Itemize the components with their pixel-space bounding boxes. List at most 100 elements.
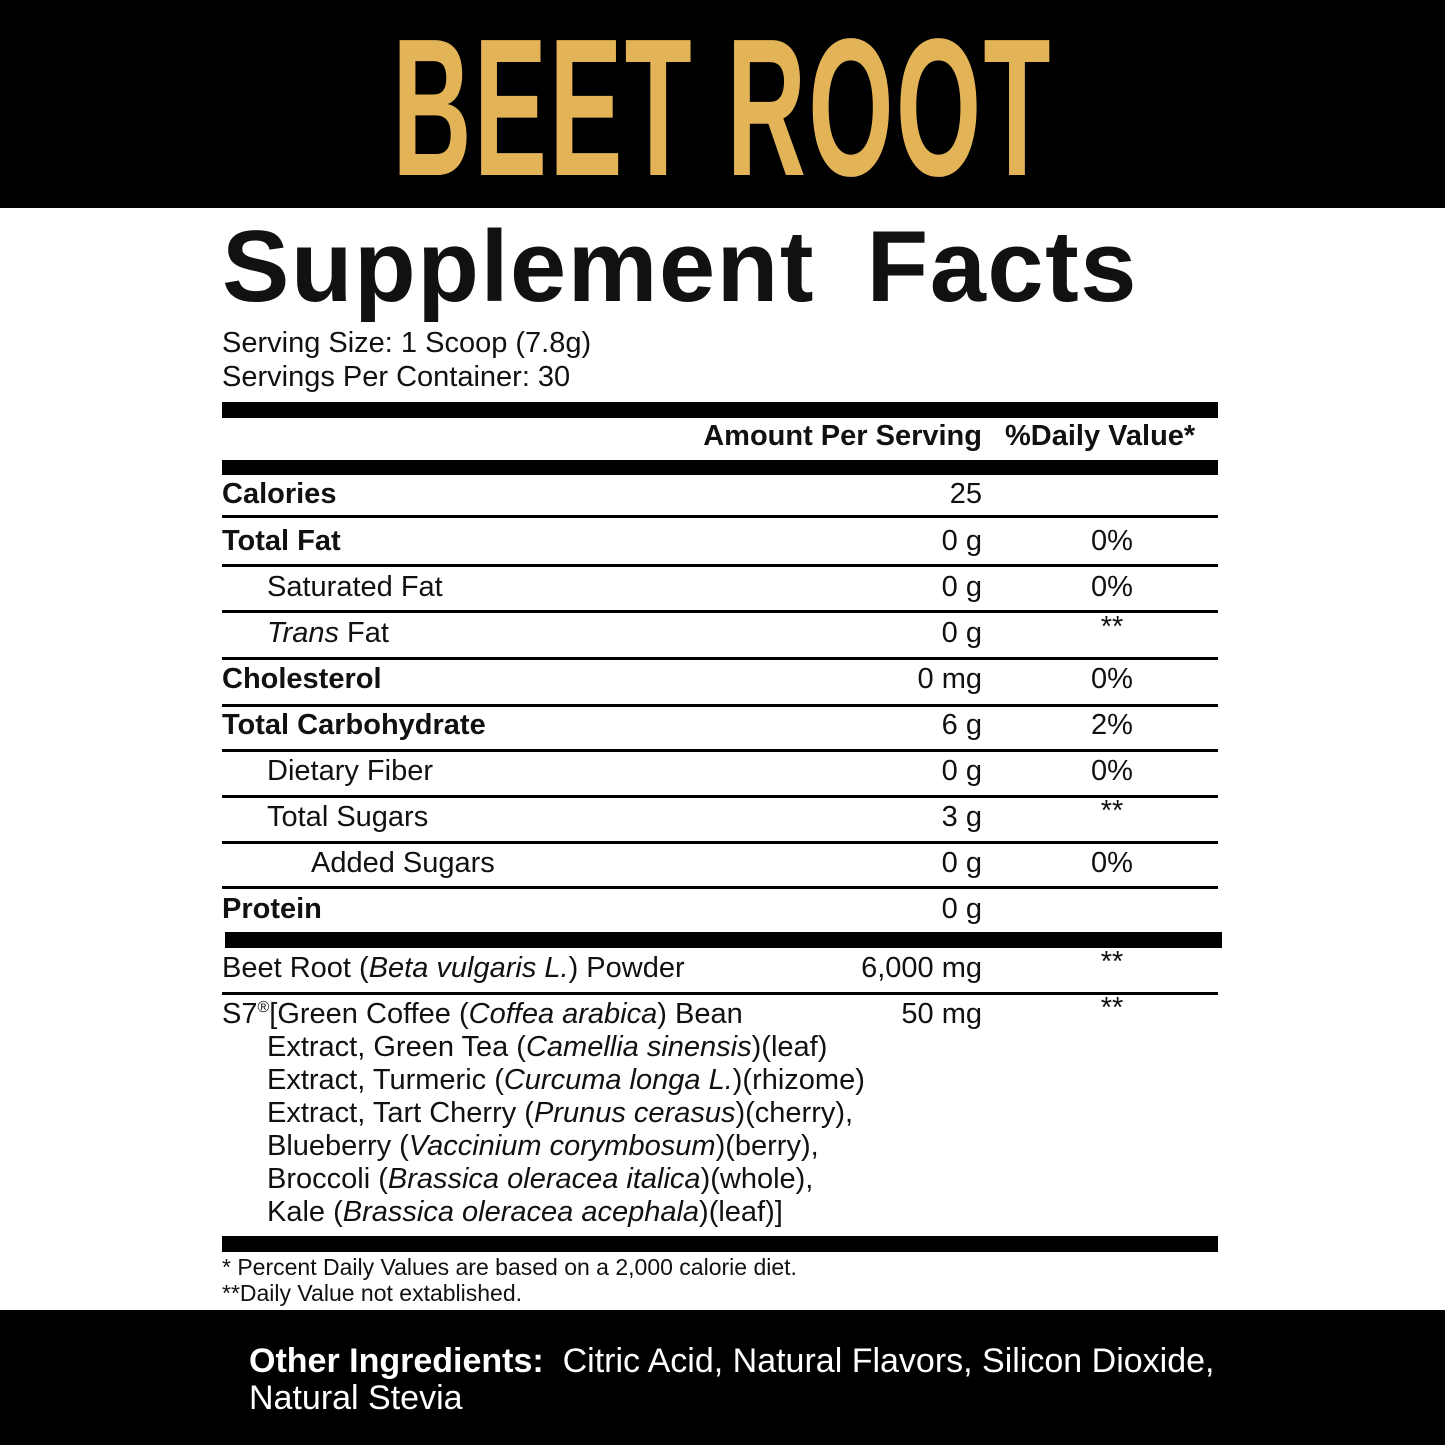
nutrient-name: Added Sugars <box>311 847 495 879</box>
text: Extract, Turmeric ( <box>267 1064 504 1096</box>
divider-thick <box>222 402 1218 418</box>
nutrient-name-rest: Fat <box>338 617 389 649</box>
divider <box>222 515 1218 518</box>
nutrient-row-total-fat: Total Fat 0 g 0% <box>222 525 1218 557</box>
text: )(berry), <box>715 1130 819 1162</box>
divider <box>222 886 1218 889</box>
divider <box>222 610 1218 613</box>
text: Extract, Tart Cherry ( <box>267 1097 534 1129</box>
s7-blend-description: S7®[Green Coffee (Coffea arabica) Bean E… <box>222 998 865 1229</box>
nutrient-amount: 6 g <box>941 709 982 741</box>
header-daily-value: %Daily Value* <box>1005 420 1196 452</box>
header-band: BEET ROOT <box>0 0 1445 208</box>
other-ingredients: Other Ingredients: Citric Acid, Natural … <box>249 1343 1249 1417</box>
nutrient-row-total-sugars: Total Sugars 3 g ** <box>222 795 1218 833</box>
other-ingredients-band <box>0 1310 1445 1445</box>
nutrient-name: Total Sugars <box>267 801 429 833</box>
latin-name: Brassica oleracea acephala <box>342 1196 700 1228</box>
other-ingredients-label: Other Ingredients: <box>249 1342 544 1380</box>
nutrient-row-saturated-fat: Saturated Fat 0 g 0% <box>222 571 1218 603</box>
s7-line: Extract, Tart Cherry (Prunus cerasus)(ch… <box>222 1097 865 1130</box>
other-ingredients-text: Citric Acid, Natural Flavors, Silicon Di… <box>249 1342 1215 1417</box>
latin-name: Coffea arabica <box>468 998 658 1030</box>
nutrient-name: Protein <box>222 893 322 925</box>
text: Blueberry ( <box>267 1130 409 1162</box>
s7-line: Blueberry (Vaccinium corymbosum)(berry), <box>222 1130 865 1163</box>
nutrient-row-protein: Protein 0 g <box>222 893 1218 925</box>
text: ) Powder <box>568 952 685 984</box>
nutrient-amount: 0 g <box>941 755 982 787</box>
text: [Green Coffee ( <box>269 998 469 1030</box>
ingredient-amount: 50 mg <box>901 998 982 1030</box>
latin-name: Camellia sinensis <box>525 1031 752 1063</box>
nutrient-row-calories: Calories 25 <box>222 478 1218 510</box>
nutrient-row-dietary-fiber: Dietary Fiber 0 g 0% <box>222 755 1218 787</box>
nutrient-amount: 25 <box>949 478 982 510</box>
nutrient-amount: 3 g <box>941 801 982 833</box>
ingredient-dv: ** <box>1100 946 1124 978</box>
nutrient-dv: ** <box>1100 795 1124 827</box>
nutrient-name: Total Carbohydrate <box>222 709 486 741</box>
nutrient-name: Cholesterol <box>222 663 382 695</box>
latin-name: Curcuma longa L. <box>503 1064 733 1096</box>
latin-name: Brassica oleracea italica <box>387 1163 701 1195</box>
s7-mark: S7 <box>222 998 258 1030</box>
text: )(cherry), <box>735 1097 854 1129</box>
nutrient-name: Trans Fat <box>267 617 389 649</box>
nutrient-amount: 0 mg <box>917 663 982 695</box>
nutrient-dv: 2% <box>1091 709 1133 741</box>
nutrient-amount: 0 g <box>941 525 982 557</box>
product-title: BEET ROOT <box>392 0 1053 217</box>
ingredient-name: Beet Root (Beta vulgaris L.) Powder <box>222 952 685 984</box>
latin-name: Prunus cerasus <box>533 1097 736 1129</box>
nutrient-row-added-sugars: Added Sugars 0 g 0% <box>222 847 1218 879</box>
footnote-not-established: **Daily Value not extablished. <box>222 1280 523 1306</box>
text: Beet Root ( <box>222 952 369 984</box>
nutrient-dv: 0% <box>1091 847 1133 879</box>
divider <box>222 992 1218 995</box>
divider <box>222 749 1218 752</box>
nutrient-row-total-carbohydrate: Total Carbohydrate 6 g 2% <box>222 709 1218 741</box>
divider-thick <box>222 1236 1218 1252</box>
nutrient-dv: 0% <box>1091 755 1133 787</box>
nutrient-name: Saturated Fat <box>267 571 443 603</box>
s7-line: S7®[Green Coffee (Coffea arabica) Bean <box>222 998 865 1031</box>
nutrient-name: Calories <box>222 478 337 510</box>
divider <box>222 704 1218 707</box>
divider <box>222 795 1218 798</box>
nutrient-row-trans-fat: Trans Fat 0 g ** <box>222 611 1218 649</box>
registered-mark: ® <box>257 999 270 1016</box>
nutrient-name: Total Fat <box>222 525 341 557</box>
header-amount: Amount Per Serving <box>703 420 982 452</box>
nutrient-dv: 0% <box>1091 525 1133 557</box>
serving-size: Serving Size: 1 Scoop (7.8g) <box>222 327 592 359</box>
nutrient-amount: 0 g <box>941 893 982 925</box>
nutrient-amount: 0 g <box>941 571 982 603</box>
text: Broccoli ( <box>267 1163 388 1195</box>
ingredient-dv: ** <box>1100 992 1124 1024</box>
text: )(leaf) <box>751 1031 828 1063</box>
s7-line: Extract, Turmeric (Curcuma longa L.)(rhi… <box>222 1064 865 1097</box>
text: )(rhizome) <box>732 1064 865 1096</box>
ingredient-row-s7: 50 mg ** <box>222 992 1218 1030</box>
divider-thick <box>222 460 1218 475</box>
nutrient-amount: 0 g <box>941 617 982 649</box>
ingredient-amount: 6,000 mg <box>861 952 982 984</box>
latin-name: Beta vulgaris L. <box>368 952 569 984</box>
s7-line: Extract, Green Tea (Camellia sinensis)(l… <box>222 1031 865 1064</box>
divider-thick <box>225 932 1222 948</box>
nutrient-amount: 0 g <box>941 847 982 879</box>
text: ) Bean <box>657 998 743 1030</box>
text: )(leaf)] <box>699 1196 783 1228</box>
s7-line: Kale (Brassica oleracea acephala)(leaf)] <box>222 1196 865 1229</box>
nutrient-name-italic: Trans <box>267 617 339 649</box>
divider <box>222 564 1218 567</box>
text: Extract, Green Tea ( <box>267 1031 526 1063</box>
nutrient-dv: 0% <box>1091 571 1133 603</box>
nutrient-dv: ** <box>1100 611 1124 643</box>
nutrient-dv: 0% <box>1091 663 1133 695</box>
ingredient-row-beet-root: Beet Root (Beta vulgaris L.) Powder 6,00… <box>222 946 1218 984</box>
latin-name: Vaccinium corymbosum <box>408 1130 716 1162</box>
text: )(whole), <box>700 1163 814 1195</box>
divider <box>222 841 1218 844</box>
